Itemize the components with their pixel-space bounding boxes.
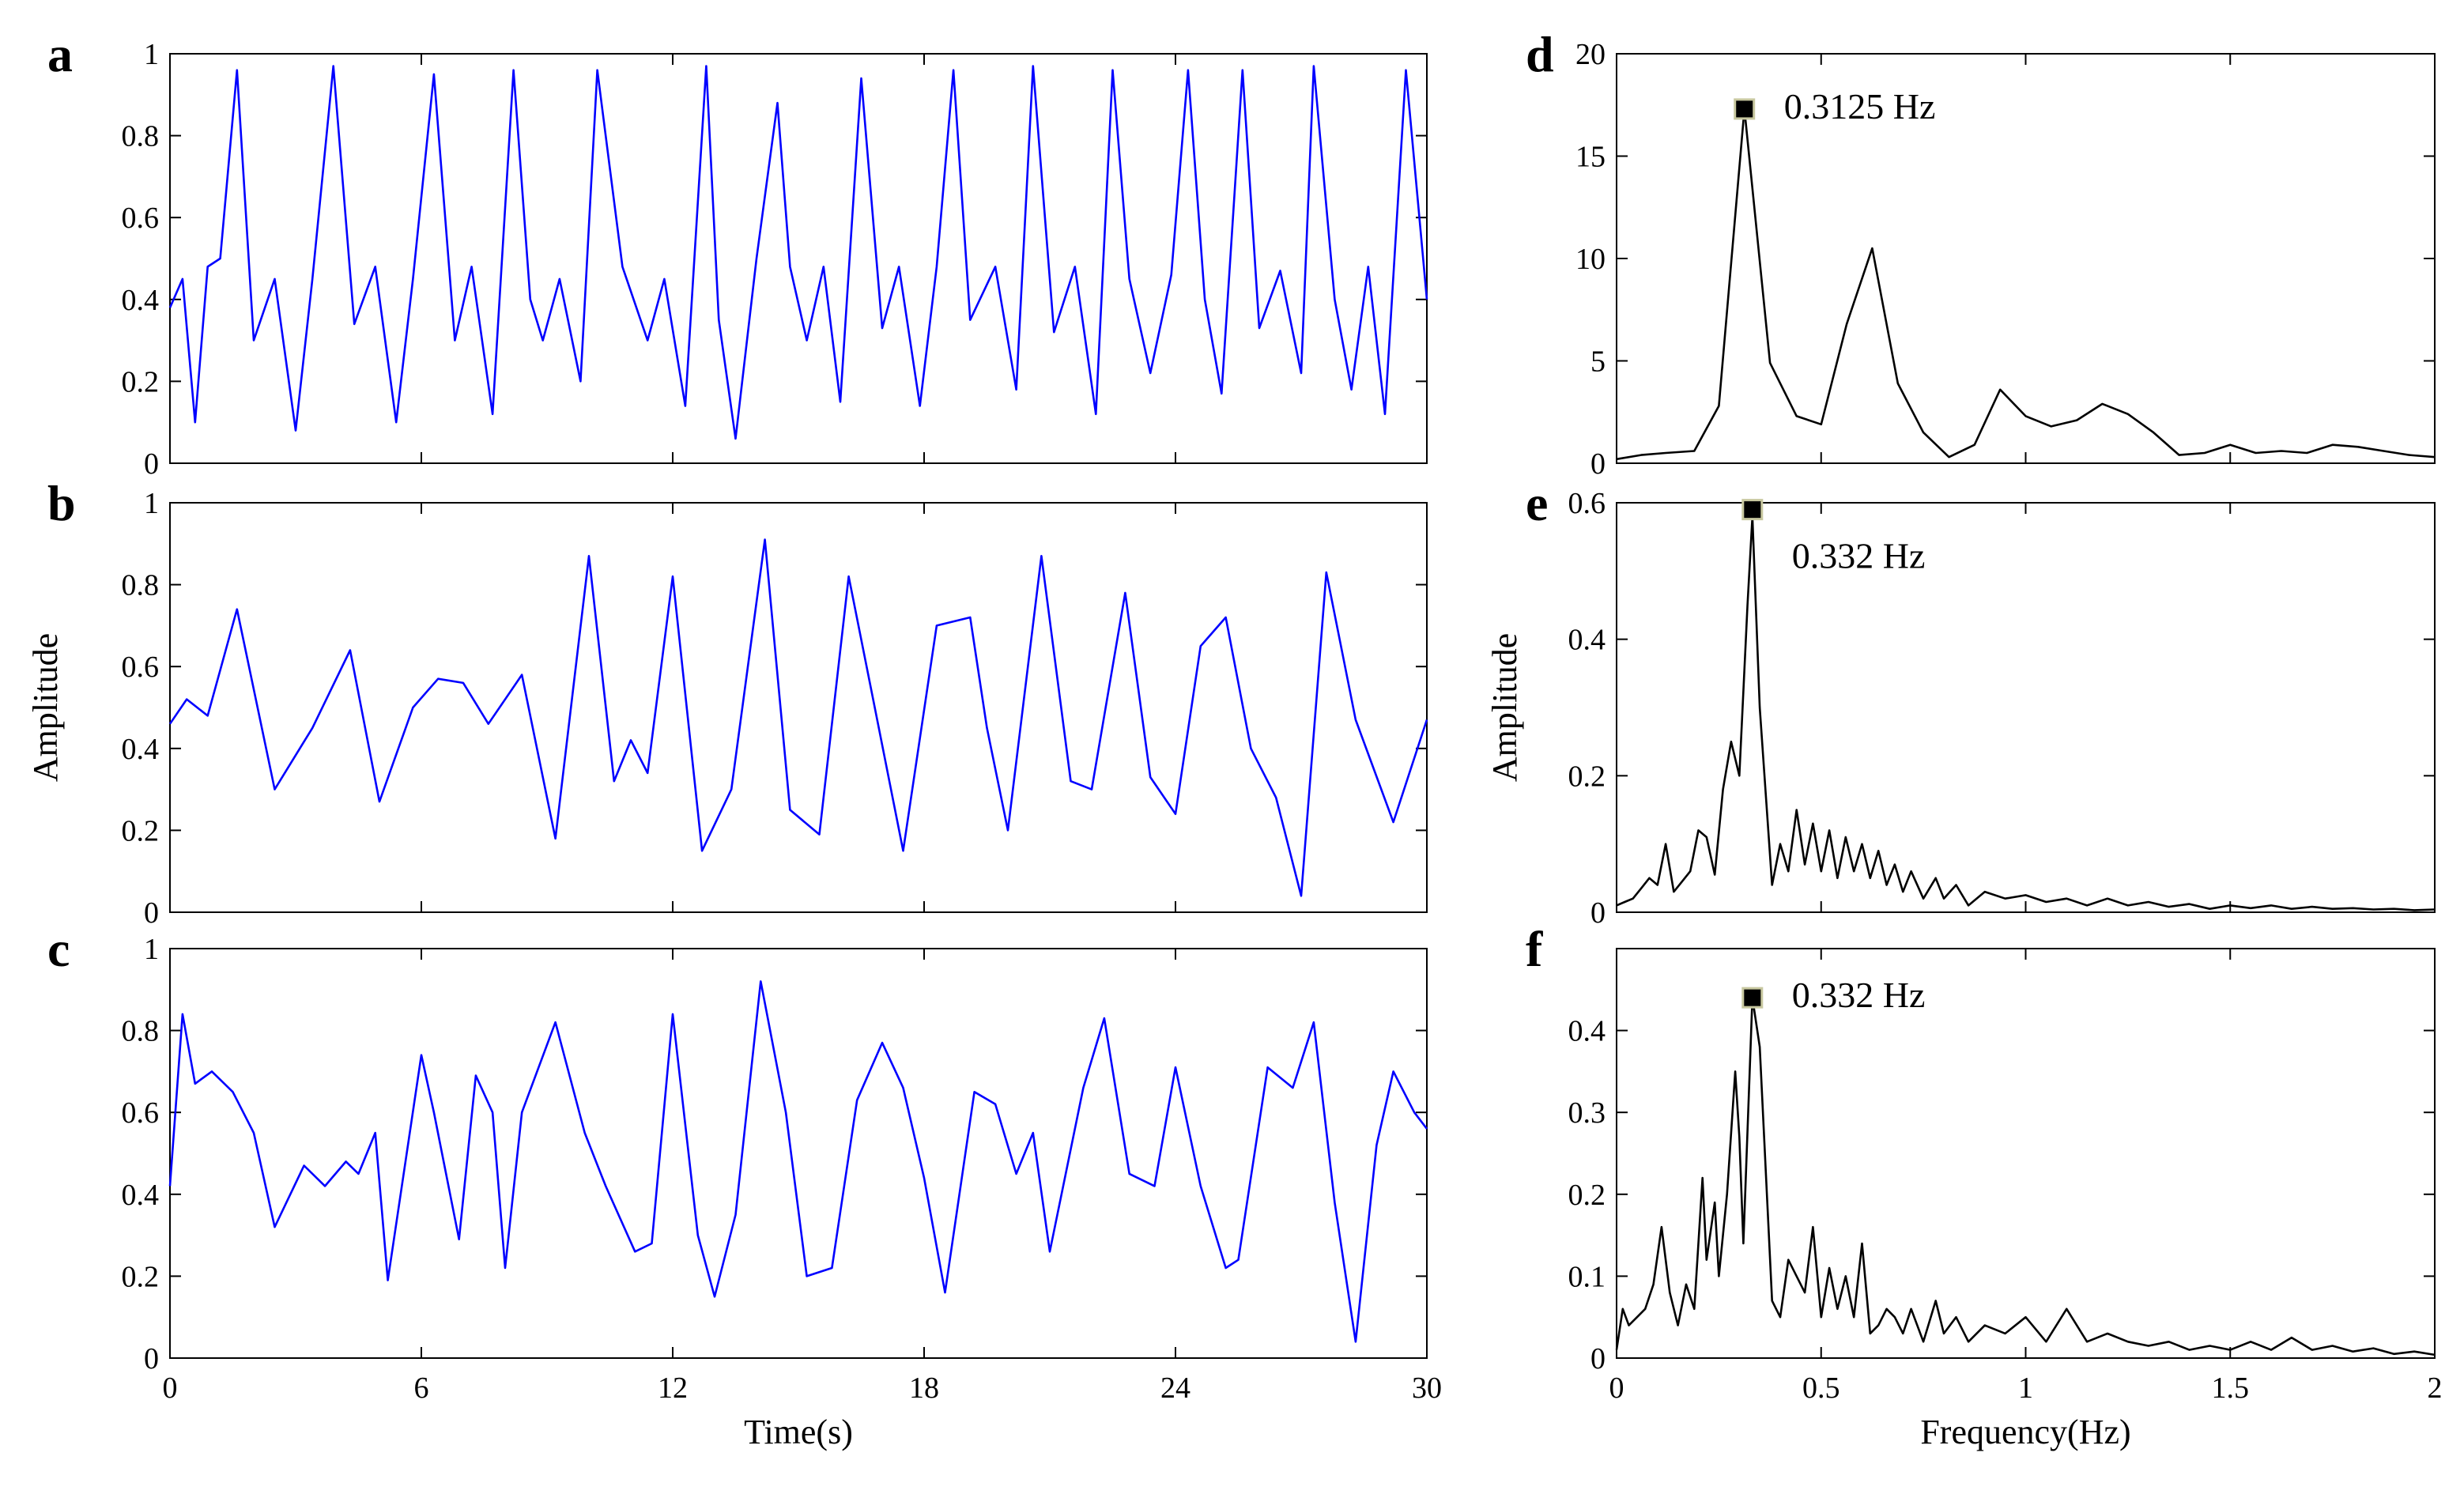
- panel-label-f: f: [1526, 921, 1543, 977]
- x-tick-label: 6: [414, 1372, 429, 1405]
- peak-label: 0.332 Hz: [1792, 536, 1926, 576]
- panel-e: 0 0.2 0.4 0.6 e Amplitude 0.332 Hz: [1485, 475, 2436, 930]
- x-tick-label: 0.5: [1802, 1372, 1840, 1405]
- y-tick-label: 0.4: [122, 1179, 160, 1212]
- x-axis-title: Frequency(Hz): [1920, 1413, 2130, 1451]
- y-tick-label: 0.1: [1568, 1260, 1606, 1293]
- x-tick-label: 0: [1609, 1372, 1624, 1405]
- panel-label-b: b: [47, 475, 76, 531]
- y-tick-label: 0: [1590, 447, 1606, 481]
- panel-a-series-line: [168, 65, 1428, 440]
- panel-b: 0 0.2 0.4 0.6 0.8 1 b Amplitude: [26, 475, 1428, 930]
- y-tick-label: 15: [1575, 141, 1606, 174]
- x-tick-label: 1.5: [2212, 1372, 2250, 1405]
- y-tick-label: 0: [1590, 896, 1606, 930]
- y-tick-label: 0: [144, 1342, 159, 1375]
- y-tick-label: 0: [144, 447, 159, 481]
- panel-a: 0 0.2 0.4 0.6 0.8 1 a: [47, 26, 1428, 481]
- y-tick-label: 0.4: [122, 733, 160, 766]
- y-tick-label: 0.6: [1568, 487, 1606, 520]
- y-tick-label: 0.6: [122, 202, 160, 235]
- x-tick-label: 0: [163, 1372, 178, 1405]
- panel-f: 0 0.1 0.2 0.3 0.4 0 0.5 1 1.5 2 f Frequency(Hz) 0.33…: [1526, 921, 2443, 1451]
- x-tick-label: 18: [909, 1372, 939, 1405]
- y-tick-label: 1: [144, 38, 159, 71]
- y-tick-label: 0.2: [122, 365, 160, 398]
- y-tick-label: 0.4: [1568, 624, 1606, 657]
- panel-e-series-line: [1616, 515, 2436, 911]
- y-tick-label: 0.6: [122, 651, 160, 684]
- x-tick-label: 1: [2018, 1372, 2033, 1405]
- panel-c-axes-box: [169, 948, 1428, 1359]
- y-tick-label: 0.8: [122, 1015, 160, 1048]
- panel-label-d: d: [1526, 26, 1554, 82]
- y-tick-label: 0: [1590, 1342, 1606, 1375]
- panel-label-e: e: [1526, 475, 1548, 531]
- y-tick-label: 0.8: [122, 569, 160, 602]
- x-tick-label: 12: [658, 1372, 688, 1405]
- y-tick-label: 20: [1575, 38, 1606, 71]
- panel-d: 0 5 10 15 20 d 0.3125 Hz: [1526, 26, 2436, 481]
- peak-marker: [1741, 499, 1764, 521]
- y-tick-label: 0.2: [122, 1260, 160, 1293]
- peak-label: 0.332 Hz: [1792, 975, 1926, 1015]
- peak-marker: [1741, 987, 1764, 1009]
- y-tick-label: 0.2: [1568, 1179, 1606, 1212]
- y-tick-label: 0.8: [122, 120, 160, 153]
- panel-e-axes-box: [1616, 502, 2436, 913]
- y-tick-label: 0.2: [1568, 760, 1606, 793]
- y-tick-label: 0.4: [1568, 1015, 1606, 1048]
- y-tick-label: 0.4: [122, 284, 160, 317]
- panel-f-series-line: [1615, 996, 2436, 1357]
- panel-b-series-line: [168, 538, 1428, 897]
- panel-b-axes-box: [169, 502, 1428, 913]
- y-tick-label: 1: [144, 933, 159, 966]
- x-axis-title: Time(s): [744, 1413, 853, 1451]
- x-tick-label: 30: [1412, 1372, 1442, 1405]
- panel-c-series-line: [168, 980, 1428, 1343]
- peak-marker: [1734, 98, 1756, 120]
- y-tick-label: 0.3: [1568, 1096, 1606, 1130]
- panel-label-c: c: [47, 921, 70, 977]
- y-tick-label: 0.2: [122, 814, 160, 847]
- y-axis-title: Amplitude: [1485, 633, 1524, 782]
- y-tick-label: 0.6: [122, 1096, 160, 1130]
- peak-label: 0.3125 Hz: [1784, 86, 1936, 126]
- panel-a-axes-box: [169, 53, 1428, 464]
- x-tick-label: 24: [1160, 1372, 1190, 1405]
- panel-label-a: a: [47, 26, 73, 82]
- y-tick-label: 0: [144, 896, 159, 930]
- panel-d-series-line: [1616, 108, 2436, 461]
- y-tick-label: 1: [144, 487, 159, 520]
- y-axis-title: Amplitude: [26, 633, 65, 782]
- panel-c: 0 0.2 0.4 0.6 0.8 1 0 6 12 18 24 30 c Time(s): [47, 921, 1442, 1451]
- y-tick-label: 10: [1575, 243, 1606, 276]
- y-tick-label: 5: [1590, 345, 1606, 379]
- x-tick-label: 2: [2428, 1372, 2443, 1405]
